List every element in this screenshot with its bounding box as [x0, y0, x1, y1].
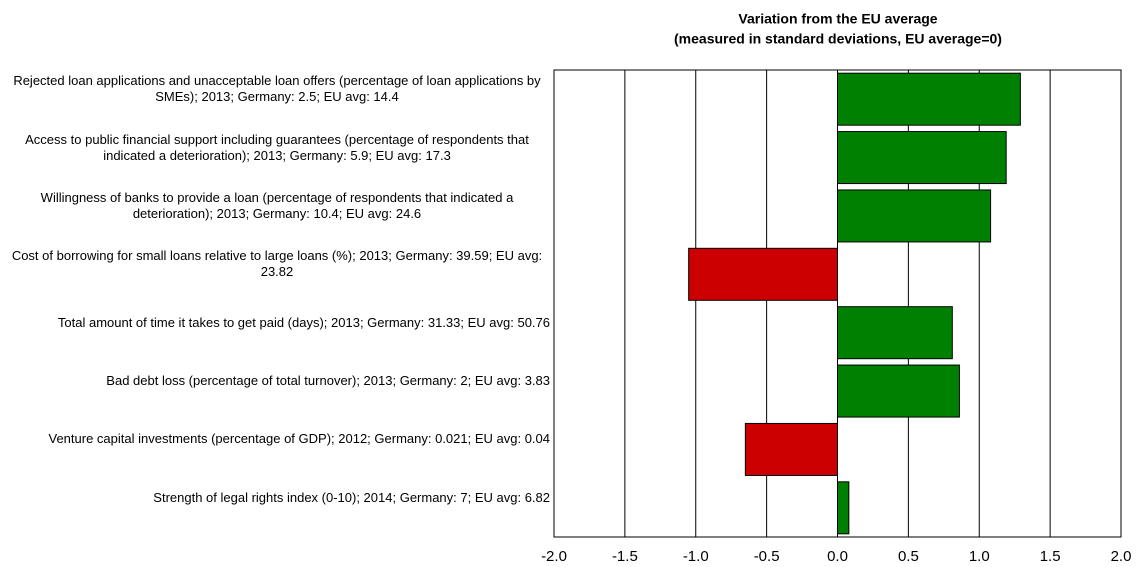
x-tick-label: 1.5 [1040, 548, 1061, 565]
category-label-box: Total amount of time it takes to get pai… [4, 297, 550, 349]
category-label: Strength of legal rights index (0-10); 2… [153, 489, 550, 505]
category-label-box: Cost of borrowing for small loans relati… [4, 238, 550, 290]
category-label: Bad debt loss (percentage of total turno… [106, 373, 550, 389]
category-label-box: Access to public financial support inclu… [4, 122, 550, 174]
category-label-box: Venture capital investments (percentage … [4, 413, 551, 465]
category-label: Venture capital investments (percentage … [48, 431, 551, 447]
x-tick-label: 0.0 [827, 548, 848, 565]
category-label: Willingness of banks to provide a loan (… [40, 189, 514, 221]
bar [837, 364, 960, 418]
bar [837, 131, 1007, 185]
x-tick-label: -1.0 [683, 548, 709, 565]
category-label-box: Willingness of banks to provide a loan (… [4, 180, 550, 232]
category-label: Rejected loan applications and unaccepta… [13, 73, 541, 105]
x-tick-label: -2.0 [541, 548, 567, 565]
x-tick-label: -1.5 [612, 548, 638, 565]
category-label: Access to public financial support inclu… [25, 131, 529, 163]
x-tick-label: 2.0 [1111, 548, 1132, 565]
bar [688, 247, 838, 301]
x-tick-label: 0.5 [898, 548, 919, 565]
bar [744, 422, 838, 476]
category-label-box: Bad debt loss (percentage of total turno… [4, 355, 550, 407]
bar [837, 481, 850, 535]
x-tick-label: -0.5 [754, 548, 780, 565]
category-label: Total amount of time it takes to get pai… [57, 314, 550, 330]
category-label: Cost of borrowing for small loans relati… [11, 248, 543, 280]
bar [837, 306, 953, 360]
x-tick-label: 1.0 [969, 548, 990, 565]
category-label-box: Rejected loan applications and unaccepta… [4, 63, 550, 115]
bar [837, 72, 1021, 126]
category-label-box: Strength of legal rights index (0-10); 2… [4, 472, 550, 524]
chart-title: Variation from the EU average [738, 11, 937, 27]
chart-subtitle: (measured in standard deviations, EU ave… [674, 31, 1002, 47]
bar [837, 189, 992, 243]
